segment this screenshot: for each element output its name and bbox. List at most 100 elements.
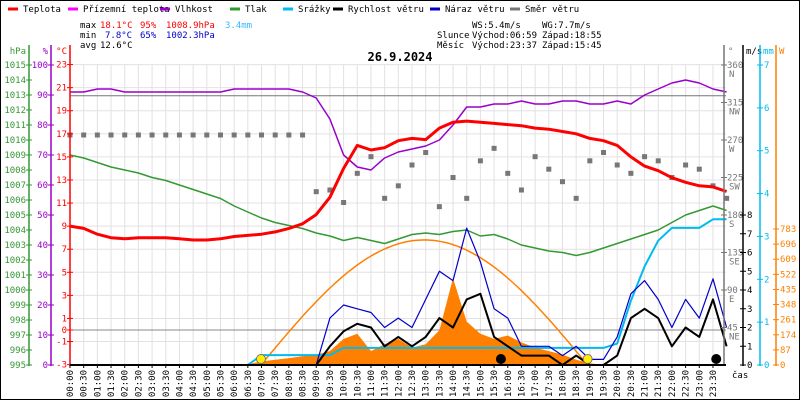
sun-label: Slunce	[437, 31, 470, 41]
stats-wind-gust-max: WG:7.7m/s	[542, 21, 591, 31]
x-tick-label: 04:30	[189, 370, 199, 397]
humidity-axis-tick-label: 70	[37, 151, 48, 161]
wind-axis-tick-label: 2	[747, 324, 752, 334]
x-tick-label: 21:30	[654, 370, 664, 397]
wind-axis-tick-label: 6	[747, 249, 752, 259]
hpa-axis-tick-label: 1009	[4, 151, 26, 161]
rain-axis-tick-label: 7	[764, 61, 769, 71]
solar-axis-tick-label: 435	[780, 285, 796, 295]
solar-clear-sky-line	[260, 239, 588, 366]
hpa-axis-tick-label: 996	[10, 346, 26, 356]
x-tick-label: 02:30	[134, 370, 144, 397]
stats-min-humidity: 65%	[140, 31, 157, 41]
stats-wind-speed-max: WS:5.4m/s	[472, 21, 521, 31]
legend-label: Přízemní teplota	[83, 5, 170, 15]
hpa-axis-tick-label: 1008	[4, 166, 26, 176]
compass-label: W	[729, 145, 735, 155]
wind-direction-point	[477, 158, 483, 164]
compass-label: N	[729, 70, 734, 80]
x-tick-label: 23:00	[695, 370, 705, 397]
wind-axis-tick-label: 8	[747, 211, 752, 221]
x-tick-label: 10:30	[353, 370, 363, 397]
temp-axis-tick-label: 0	[62, 326, 67, 336]
hpa-axis-tick-label: 1011	[4, 121, 26, 131]
humidity-axis-tick-label: 30	[37, 271, 48, 281]
x-tick-label: 21:00	[641, 370, 651, 397]
x-tick-label: 11:00	[367, 370, 377, 397]
humidity-axis-tick-label: 10	[37, 331, 48, 341]
temperature-line	[69, 119, 728, 242]
solar-axis-tick-label: 0	[780, 361, 785, 371]
wind-direction-point	[518, 187, 524, 193]
wind-direction-point	[683, 162, 689, 168]
humidity-axis-tick-label: 90	[37, 91, 48, 101]
stats-max-temp: 18.1°C	[100, 21, 133, 31]
x-tick-label: 14:00	[449, 370, 459, 397]
wind-axis-tick-label: 7	[747, 230, 752, 240]
legend-label: Náraz větru	[445, 5, 505, 15]
wind-axis-tick-label: 3	[747, 305, 752, 315]
humidity-axis-tick-label: 40	[37, 241, 48, 251]
wind-direction-point	[190, 132, 196, 138]
temp-axis-tick-label: 5	[62, 268, 67, 278]
x-tick-label: 09:00	[312, 370, 322, 397]
wind-direction-point	[655, 158, 661, 164]
rain-axis-tick-label: 1	[764, 318, 769, 328]
temp-axis-tick-label: 9	[62, 222, 67, 232]
x-tick-label: 16:30	[517, 370, 527, 397]
stats-min-label: min	[80, 31, 96, 41]
solar-axis-tick-label: 87	[780, 346, 791, 356]
x-tick-label: 15:30	[490, 370, 500, 397]
hpa-axis-tick-label: 1001	[4, 271, 26, 281]
wind-direction-point	[696, 166, 702, 172]
solar-axis-tick-label: 696	[780, 240, 796, 250]
wind-direction-point	[176, 132, 182, 138]
wind-direction-point	[587, 158, 593, 164]
x-tick-label: 18:00	[558, 370, 568, 397]
humidity-axis-tick-label: 50	[37, 211, 48, 221]
legend-label: Srážky	[298, 5, 331, 15]
plot-area	[67, 79, 730, 366]
stats-avg-temp: 12.6°C	[100, 41, 133, 51]
rain-axis-tick-label: 2	[764, 275, 769, 285]
wind-direction-point	[231, 132, 237, 138]
wind-direction-point	[108, 132, 114, 138]
wind-direction-point	[614, 162, 620, 168]
wind-axis-unit: m/s	[746, 47, 762, 57]
wind-direction-point	[491, 145, 497, 151]
legend-label: Směr větru	[525, 5, 579, 15]
hpa-axis-tick-label: 1000	[4, 286, 26, 296]
x-tick-label: 18:30	[572, 370, 582, 397]
pressure-line	[69, 154, 727, 257]
x-tick-label: 07:00	[258, 370, 268, 397]
rain-axis-tick-label: 4	[764, 190, 769, 200]
wind-direction-point	[163, 132, 169, 138]
stats-max-humidity: 95%	[140, 21, 157, 31]
compass-label: NW	[729, 108, 740, 118]
x-tick-label: 01:00	[93, 370, 103, 397]
direction-axis-tick-label: 135	[727, 249, 743, 259]
x-tick-label: 09:30	[326, 370, 336, 397]
wind-direction-point	[149, 132, 155, 138]
direction-axis-tick-label: 225	[727, 174, 743, 184]
wind-axis-tick-label: 1	[747, 342, 752, 352]
solar-axis-tick-label: 261	[780, 316, 796, 326]
rain-axis-unit: mm	[763, 47, 774, 57]
wind-direction-point	[217, 132, 223, 138]
wind-direction-point	[505, 170, 511, 176]
temp-axis-tick-label: 13	[56, 176, 67, 186]
rain-axis-tick-label: 3	[764, 232, 769, 242]
solar-axis-tick-label: 174	[780, 331, 796, 341]
x-tick-label: 04:00	[175, 370, 185, 397]
direction-axis-tick-label: 270	[727, 136, 743, 146]
solar-axis-tick-label: 609	[780, 255, 796, 265]
humidity-axis-tick-label: 0	[43, 361, 48, 371]
temp-axis-tick-label: 23	[56, 61, 67, 71]
stats-max-label: max	[80, 21, 97, 31]
x-tick-label: 23:30	[709, 370, 719, 397]
x-tick-label: 07:30	[271, 370, 281, 397]
moonrise-marker	[711, 354, 722, 364]
hpa-axis-tick-label: 995	[10, 361, 26, 371]
direction-axis-tick-label: 45	[727, 324, 738, 334]
x-tick-label: 02:00	[121, 370, 131, 397]
